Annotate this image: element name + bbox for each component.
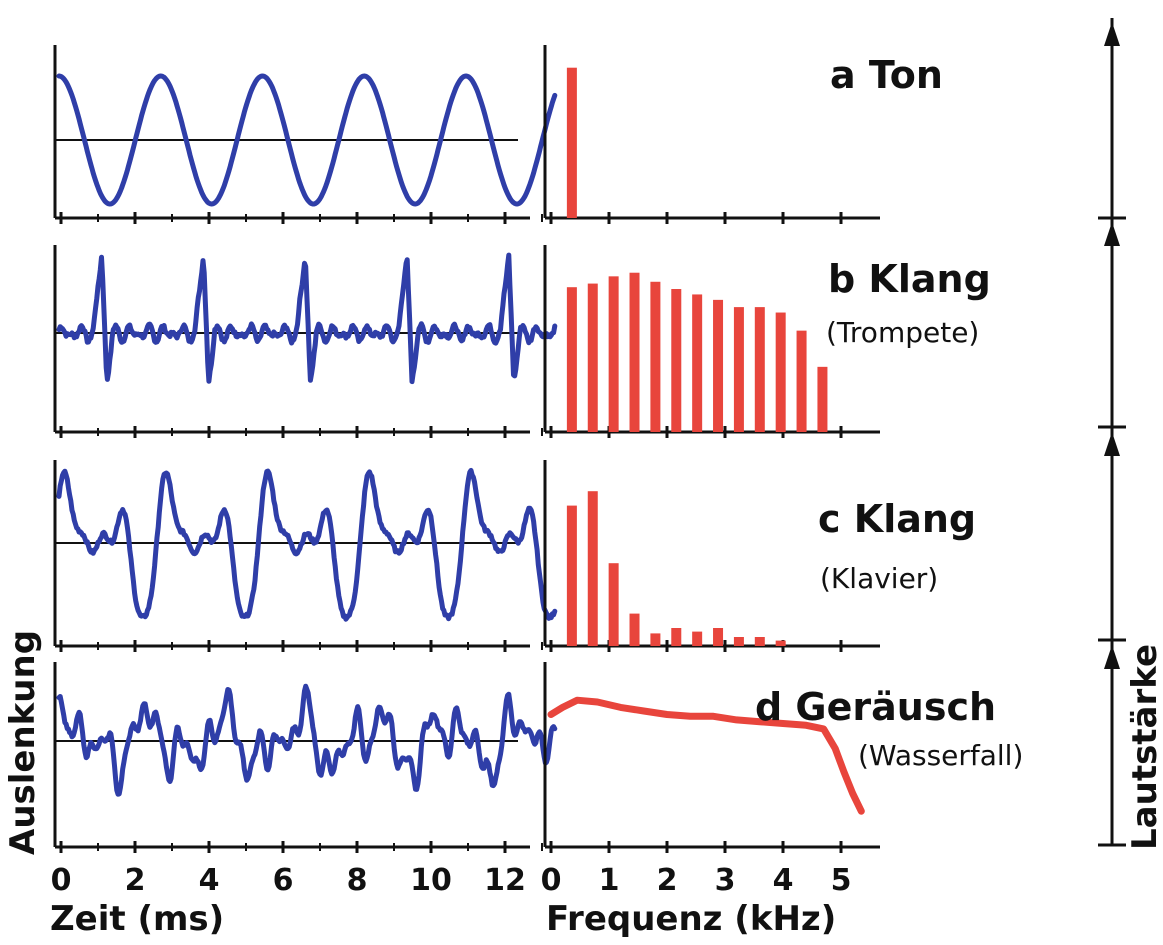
spectrum-bar-c [629,613,640,646]
spectrum-bar-c [733,637,744,646]
time-tick-label: 0 [51,863,72,898]
spectrum-bar-b [733,307,744,432]
panel-d-title: d Geräusch [755,685,996,729]
y-axis-title: Auslenkung [3,630,43,855]
spectrum-bar-c [650,633,661,646]
waveform-b [56,252,558,385]
spectrum-bar-b [566,287,577,432]
spectrum-curve-d [547,696,865,815]
time-tick-label: 4 [199,863,220,898]
loudness-arrowhead [1104,432,1120,456]
freq-tick-label: 0 [541,863,562,898]
loudness-axis [1098,18,1126,847]
spectrum-bar-c [566,505,577,646]
tick-labels: 0 2 4 6 8 10 12 0 1 2 3 4 5 [51,863,852,898]
spectrum-bar-c [754,637,765,646]
spectrum-bar-b [671,289,682,432]
panel-a-title: a Ton [830,53,943,97]
time-tick-label: 12 [484,863,526,898]
panel-b-title: b Klang [828,257,991,301]
spectrum-bar-b [817,366,828,432]
spectrum-bar-b [713,299,724,432]
loudness-arrowhead [1104,222,1120,246]
frequency-axis-title: Frequenz (kHz) [546,899,836,939]
spectrum-bar-a [566,67,577,218]
waveform-d [56,683,558,797]
spectrum-bar-b [650,281,661,432]
spectrum-bar-b [775,312,786,432]
time-tick-label: 2 [125,863,146,898]
spectrum-bar-b [629,272,640,432]
time-axis-title: Zeit (ms) [50,899,224,939]
spectrum-bar-b [754,307,765,432]
spectrum-bar-b [587,283,598,432]
loudness-arrowhead [1104,22,1120,46]
spectrum-bar-c [671,628,682,646]
spectrum-bar-c [775,640,786,646]
spectrum-bar-b [608,276,619,432]
spectrum-bar-c [608,563,619,646]
spectrum-bar-c [692,631,703,646]
freq-tick-label: 3 [715,863,736,898]
time-tick-label: 8 [347,863,368,898]
waveform-a [56,73,558,207]
time-tick-label: 10 [410,863,452,898]
spectrum-bar-b [692,294,703,432]
time-tick-label: 6 [273,863,294,898]
spectrum-bar-c [713,628,724,646]
spectrum-panels [543,45,880,853]
loudness-axis-title: Lautstärke [1125,644,1163,850]
panel-d-subtitle: (Wasserfall) [858,739,1023,772]
spectrum-bar-c [587,491,598,646]
loudness-arrowhead [1104,645,1120,669]
freq-tick-label: 4 [773,863,794,898]
freq-tick-label: 1 [599,863,620,898]
waveform-c [56,467,558,622]
freq-tick-label: 5 [831,863,852,898]
panel-c-title: c Klang [818,497,976,541]
waveform-panels [53,45,558,853]
panel-b-subtitle: (Trompete) [826,316,979,349]
freq-tick-label: 2 [657,863,678,898]
spectrum-bar-b [796,330,807,432]
panel-c-subtitle: (Klavier) [820,562,938,595]
